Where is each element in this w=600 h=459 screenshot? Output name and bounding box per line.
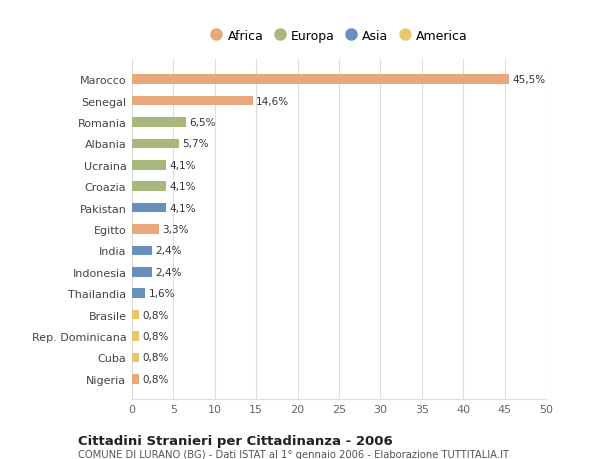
Bar xyxy=(132,203,166,213)
Text: 0,8%: 0,8% xyxy=(142,331,169,341)
Bar xyxy=(132,182,166,191)
Text: 2,4%: 2,4% xyxy=(155,246,182,256)
Text: 45,5%: 45,5% xyxy=(512,75,545,85)
Text: 4,1%: 4,1% xyxy=(169,203,196,213)
Text: Cittadini Stranieri per Cittadinanza - 2006: Cittadini Stranieri per Cittadinanza - 2… xyxy=(78,434,393,447)
Bar xyxy=(132,161,166,170)
Bar xyxy=(132,331,139,341)
Text: 0,8%: 0,8% xyxy=(142,374,169,384)
Bar xyxy=(132,246,152,256)
Bar xyxy=(132,139,179,149)
Text: 1,6%: 1,6% xyxy=(149,289,175,299)
Bar xyxy=(132,75,509,85)
Bar xyxy=(132,353,139,363)
Bar xyxy=(132,268,152,277)
Text: 4,1%: 4,1% xyxy=(169,160,196,170)
Text: 5,7%: 5,7% xyxy=(182,139,209,149)
Bar xyxy=(132,118,186,128)
Text: 3,3%: 3,3% xyxy=(163,224,189,235)
Text: 0,8%: 0,8% xyxy=(142,353,169,363)
Bar xyxy=(132,96,253,106)
Text: 14,6%: 14,6% xyxy=(256,96,289,106)
Bar xyxy=(132,289,145,298)
Bar xyxy=(132,225,160,234)
Text: 6,5%: 6,5% xyxy=(189,118,215,128)
Text: 0,8%: 0,8% xyxy=(142,310,169,320)
Text: 2,4%: 2,4% xyxy=(155,267,182,277)
Text: COMUNE DI LURANO (BG) - Dati ISTAT al 1° gennaio 2006 - Elaborazione TUTTITALIA.: COMUNE DI LURANO (BG) - Dati ISTAT al 1°… xyxy=(78,449,509,459)
Text: 4,1%: 4,1% xyxy=(169,182,196,192)
Legend: Africa, Europa, Asia, America: Africa, Europa, Asia, America xyxy=(205,25,473,48)
Bar xyxy=(132,374,139,384)
Bar xyxy=(132,310,139,320)
